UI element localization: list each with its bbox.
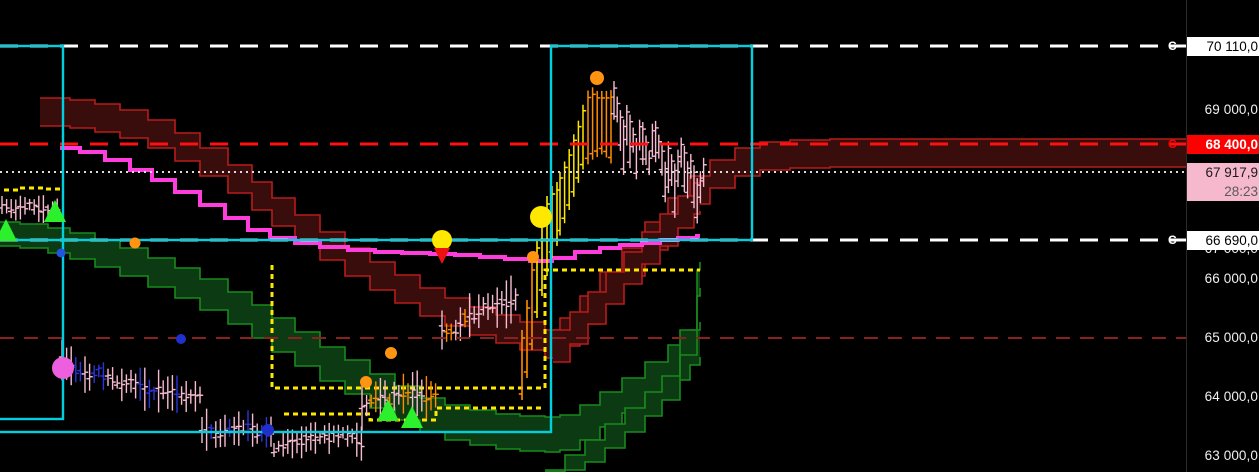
- chart-canvas[interactable]: [0, 0, 1186, 472]
- blue-dot-marker[interactable]: [262, 424, 274, 436]
- upper-level-label[interactable]: 70 110,0: [1187, 37, 1259, 56]
- green-triangle-up-marker: [44, 200, 66, 222]
- magenta-trend-line: [60, 146, 700, 263]
- green-cloud-right-lower: [545, 288, 701, 472]
- green-triangle-up-marker: [401, 406, 423, 428]
- orange-dot-marker[interactable]: [527, 251, 539, 263]
- last-price-label[interactable]: 67 917,9 28:23: [1187, 163, 1259, 201]
- orange-dot-marker[interactable]: [360, 376, 372, 388]
- red-cloud-fill: [40, 98, 1186, 358]
- green-cloud-lower: [0, 245, 701, 453]
- blue-dot-marker[interactable]: [56, 248, 66, 258]
- chart-pane[interactable]: [0, 0, 1186, 472]
- lower-level-label[interactable]: 66 690,0: [1187, 231, 1259, 250]
- orange-dot-marker[interactable]: [129, 237, 141, 249]
- red-triangle-down-marker: [434, 248, 450, 264]
- magenta-circle-marker[interactable]: [52, 357, 74, 379]
- left-range-box[interactable]: [0, 44, 65, 421]
- price-value: 70 110,0: [1206, 39, 1258, 54]
- price-value: 68 400,0: [1205, 137, 1258, 152]
- orange-dot-marker[interactable]: [590, 71, 604, 85]
- green-cloud-right-fill: [545, 262, 700, 472]
- yellow-circle-marker[interactable]: [530, 206, 552, 228]
- bar-countdown: 28:23: [1224, 184, 1258, 199]
- price-value: 67 917,9: [1205, 165, 1258, 180]
- green-triangle-up-marker: [0, 219, 17, 241]
- resistance-level-label[interactable]: 68 400,0: [1187, 135, 1259, 154]
- price-tick: 64 000,0: [1204, 389, 1258, 404]
- price-tick: 63 000,0: [1204, 448, 1258, 463]
- price-tick: 69 000,0: [1204, 102, 1258, 117]
- price-tick: 66 000,0: [1204, 271, 1258, 286]
- yellow-circle-marker[interactable]: [432, 230, 452, 250]
- right-range-box[interactable]: [549, 44, 754, 242]
- green-triangle-up-marker: [377, 399, 399, 421]
- price-scale[interactable]: 69 000,067 000,066 000,065 000,064 000,0…: [1186, 0, 1259, 472]
- green-cloud-upper: [0, 221, 701, 418]
- orange-dot-marker[interactable]: [385, 347, 397, 359]
- price-line-c-marker: C: [1168, 233, 1177, 247]
- price-line-c-marker: C: [1168, 137, 1177, 151]
- price-line-c-marker: C: [1168, 39, 1177, 53]
- green-cloud-fill: [0, 222, 700, 452]
- price-value: 66 690,0: [1205, 233, 1258, 248]
- red-cloud-right-lower: [553, 211, 701, 363]
- yellow-dotted-level-mid: [270, 265, 545, 390]
- red-cloud-lower: [40, 125, 1186, 359]
- blue-dot-marker[interactable]: [176, 334, 186, 344]
- yellow-dotted-level-left: [0, 186, 60, 192]
- price-tick: 65 000,0: [1204, 330, 1258, 345]
- left-lower-box[interactable]: [0, 238, 553, 434]
